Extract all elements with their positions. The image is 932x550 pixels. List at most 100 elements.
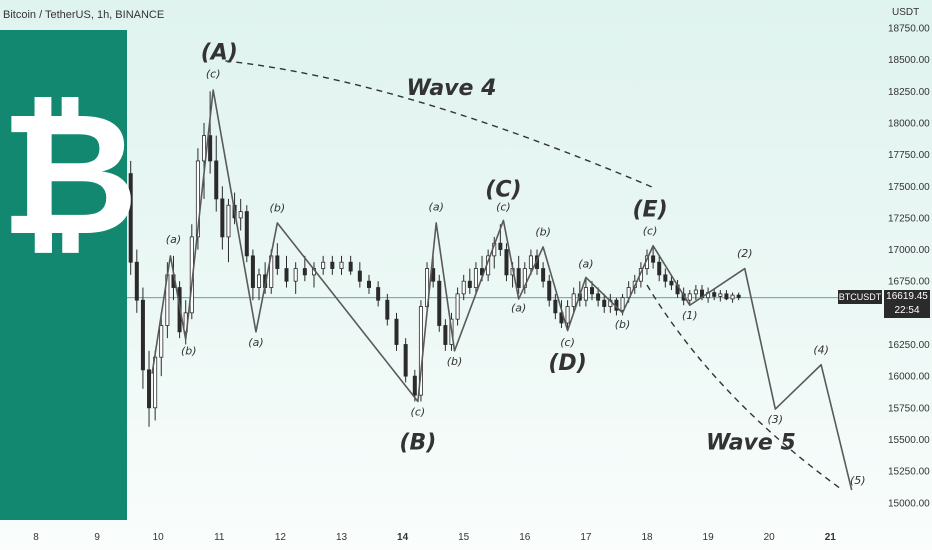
candle-body <box>357 270 362 282</box>
candle-body <box>687 293 692 301</box>
x-tick-label: 21 <box>825 532 837 543</box>
y-tick-label: 18000.00 <box>888 118 930 129</box>
candle-body <box>528 255 533 269</box>
candle-body <box>443 325 448 345</box>
candle-body <box>590 287 595 295</box>
x-tick-label: 13 <box>336 532 348 543</box>
y-tick-label: 17000.00 <box>888 245 930 256</box>
wave-count-label: (a) <box>248 336 263 349</box>
candle-body <box>602 299 607 307</box>
y-tick-label: 18750.00 <box>888 24 930 35</box>
candle-body <box>461 280 466 295</box>
wave-count-label: (A) <box>201 41 238 66</box>
candle-body <box>583 287 588 301</box>
bar-countdown: 22:54 <box>894 305 920 316</box>
x-tick-label: 15 <box>458 532 470 543</box>
wave-count-label: (b) <box>447 355 463 368</box>
x-tick-label: 11 <box>214 532 225 543</box>
wave-polyline <box>151 89 853 491</box>
x-tick-label: 9 <box>94 532 100 543</box>
x-tick-label: 19 <box>703 532 715 543</box>
candle-body <box>712 292 717 297</box>
candle-body <box>412 375 417 396</box>
x-tick-label: 10 <box>153 532 165 543</box>
x-tick-label: 14 <box>397 532 409 543</box>
wave-count-label: (b) <box>615 318 631 331</box>
candle-body <box>541 268 546 282</box>
candle-body <box>226 204 231 238</box>
y-tick-label: 17750.00 <box>888 150 930 161</box>
candle-body <box>202 135 207 162</box>
y-tick-label: 16750.00 <box>888 277 930 288</box>
wave-count-label: (B) <box>399 431 436 456</box>
candle-body <box>220 198 225 238</box>
candle-body <box>437 280 442 326</box>
wave-count-label: (a) <box>578 257 593 270</box>
candle-body <box>238 211 243 219</box>
x-tick-label: 16 <box>519 532 531 543</box>
y-tick-label: 15250.00 <box>888 467 930 478</box>
candle-body <box>128 173 133 263</box>
candle-body <box>321 261 326 269</box>
candle-body <box>195 160 200 238</box>
x-axis: 8 9 10 11 12 13 14 15 16 17 18 19 20 21 <box>33 532 836 543</box>
candle-body <box>214 160 219 200</box>
candle-body <box>376 287 381 301</box>
x-tick-label: 8 <box>33 532 39 543</box>
wave-count-label: (c) <box>560 336 575 349</box>
candle-body <box>504 249 509 276</box>
wave-count-label: (2) <box>737 247 753 260</box>
candle-body <box>455 293 460 320</box>
candle-body <box>651 255 656 263</box>
y-tick-label: 17500.00 <box>888 182 930 193</box>
candle-body <box>693 289 698 295</box>
candle-body <box>140 299 145 371</box>
wave-count-label: (b) <box>270 202 286 215</box>
candle-body <box>669 280 674 286</box>
candle-body <box>553 299 558 314</box>
candle-body <box>657 261 662 276</box>
wave5-projection-curve <box>646 284 843 491</box>
candle-body <box>736 294 741 299</box>
candle-body <box>724 293 729 300</box>
logo-panel: ₿ <box>0 30 139 520</box>
price-unit: USDT <box>892 7 920 18</box>
candle-body <box>394 318 399 345</box>
candle-body <box>330 261 335 269</box>
y-tick-label: 15750.00 <box>888 403 930 414</box>
candle-body <box>473 268 478 288</box>
wave-count-label: (a) <box>166 233 181 246</box>
x-tick-label: 17 <box>580 532 592 543</box>
candle-body <box>250 255 255 288</box>
y-axis: 18750.00 18500.00 18250.00 18000.00 17750.00… <box>888 24 930 510</box>
bitcoin-logo-icon: ₿ <box>0 76 139 274</box>
wave-labels: (A)(c)(a)(b)(b)(a)(c)(B)(a)(b)(C)(c)(a)(… <box>166 41 866 487</box>
symbol-title: Bitcoin / TetherUS, 1h, BINANCE <box>3 9 165 21</box>
candle-body <box>403 344 408 377</box>
y-tick-label: 18250.00 <box>888 87 930 98</box>
candle-body <box>730 294 735 300</box>
wave-count-label: (5) <box>850 474 866 487</box>
wave-count-label: (c) <box>643 224 658 237</box>
wave-count-label: (D) <box>548 351 586 376</box>
candle-body <box>257 274 262 288</box>
candle-body <box>718 293 723 297</box>
candle-body <box>208 135 213 162</box>
wave-count-label: (b) <box>181 345 197 358</box>
candle-body <box>571 293 576 307</box>
candle-body <box>293 268 298 282</box>
wave-count-label: (c) <box>411 405 426 418</box>
y-tick-label: 15500.00 <box>888 435 930 446</box>
wave-count-label: (1) <box>682 309 698 322</box>
wave-count-label: (c) <box>206 67 221 80</box>
candle-body <box>348 261 353 272</box>
candle-body <box>366 280 371 288</box>
wave-count-label: (E) <box>632 198 667 223</box>
wave-count-label: (a) <box>511 302 526 315</box>
candle-body <box>159 325 164 358</box>
wave-count-label: (a) <box>429 200 444 213</box>
candle-body <box>663 274 668 282</box>
wave-title-label: Wave 5 <box>706 431 796 456</box>
projection-curves <box>225 60 843 491</box>
y-tick-label: 16000.00 <box>888 372 930 383</box>
